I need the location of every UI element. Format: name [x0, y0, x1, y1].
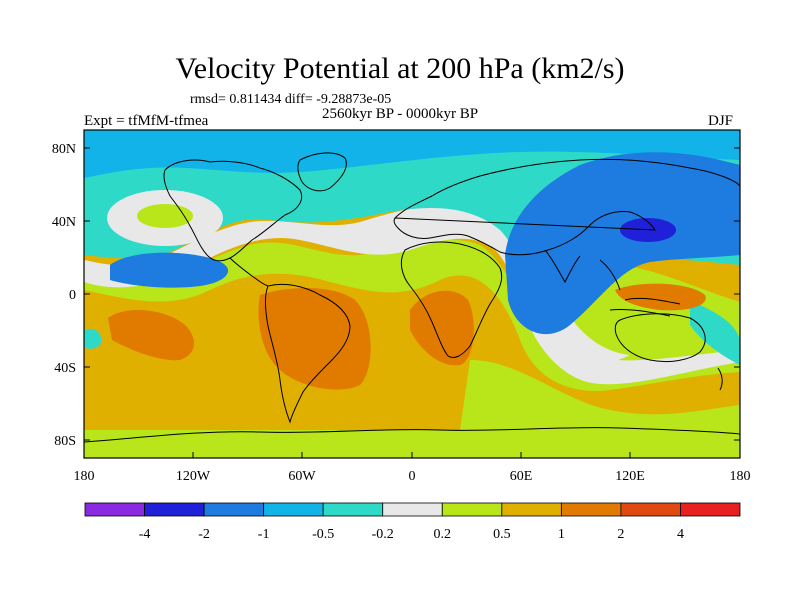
colorbar-swatch	[144, 502, 205, 517]
lon-label-0: 0	[409, 469, 416, 484]
colorbar-swatch	[501, 502, 562, 517]
coast-india	[544, 249, 581, 284]
experiment-label: Expt = tfMfM-tfmea	[84, 113, 209, 129]
lon-label-60w: 60W	[288, 469, 316, 484]
colorbar-label: -0.2	[372, 527, 394, 542]
colorbar-swatch	[84, 502, 145, 517]
colorbar-swatch	[620, 502, 681, 517]
colorbar-label: 4	[677, 527, 684, 542]
lat-label-0: 0	[69, 288, 76, 303]
colorbar-label: -0.5	[312, 527, 334, 542]
field-pacific-blue	[110, 252, 229, 288]
latitude-axis: 80N 40N 0 40S 80S	[52, 142, 740, 449]
coast-north-america	[163, 159, 303, 262]
colorbar-swatch	[680, 502, 741, 517]
lon-label-60e: 60E	[510, 469, 533, 484]
field-south-pacific-orange	[108, 309, 195, 361]
colorbar-label: 0.5	[493, 527, 511, 542]
lon-label-180w: 180	[74, 469, 95, 484]
colorbar-label: -4	[139, 527, 151, 542]
colorbar-label: 0.2	[434, 527, 452, 542]
field-maritime-orange	[615, 283, 706, 311]
coast-central-america	[229, 257, 269, 287]
field-asian-blue	[505, 152, 740, 335]
colorbar-swatch	[322, 502, 384, 517]
colorbar-swatch	[441, 502, 503, 517]
colorbar-swatch	[263, 502, 324, 517]
field-south-america-orange	[258, 288, 371, 390]
coast-new-zealand	[717, 367, 723, 391]
coast-antarctica	[84, 427, 740, 443]
colorbar-label: -1	[258, 527, 270, 542]
period-label: 2560kyr BP - 0000kyr BP	[322, 106, 479, 122]
field-south-band	[84, 430, 740, 458]
colorbar: -4 -2 -1 -0.5 -0.2 0.2 0.5 1 2 4	[84, 502, 741, 542]
colorbar-label: 2	[617, 527, 624, 542]
coast-maritime	[599, 259, 681, 317]
lat-label-40s: 40S	[54, 361, 76, 376]
field-west-edge-cyan	[84, 328, 102, 349]
field-pacific-green	[137, 204, 193, 228]
season-label: DJF	[708, 113, 734, 129]
lon-label-180e: 180	[730, 469, 751, 484]
coastlines	[84, 152, 740, 443]
contour-field	[84, 130, 740, 458]
colorbar-label: -2	[198, 527, 210, 542]
field-south-indian	[460, 360, 740, 430]
lon-label-120w: 120W	[176, 469, 211, 484]
lat-label-80s: 80S	[54, 434, 76, 449]
field-arctic-lightblue	[84, 130, 740, 178]
colorbar-swatch	[560, 502, 622, 517]
longitude-axis: 180 120W 60W 0 60E 120E 180	[74, 452, 751, 484]
colorbar-swatch	[203, 502, 265, 517]
lat-label-80n: 80N	[52, 142, 76, 157]
field-white-band	[84, 205, 630, 366]
rmsd-diff-stats: rmsd= 0.811434 diff= -9.28873e-05	[190, 92, 392, 107]
coast-south-america	[264, 283, 351, 424]
lon-label-120e: 120E	[615, 469, 645, 484]
map-title: Velocity Potential at 200 hPa (km2/s)	[175, 52, 625, 85]
colorbar-label: 1	[558, 527, 565, 542]
field-east-pacific-cyan	[690, 300, 740, 365]
colorbar-swatch	[382, 502, 443, 517]
coast-australia	[614, 313, 706, 363]
field-white-south	[520, 300, 740, 385]
coast-eurasia	[393, 158, 740, 256]
coast-greenland	[297, 152, 347, 192]
coast-africa	[400, 241, 503, 359]
lat-label-40n: 40N	[52, 215, 76, 230]
